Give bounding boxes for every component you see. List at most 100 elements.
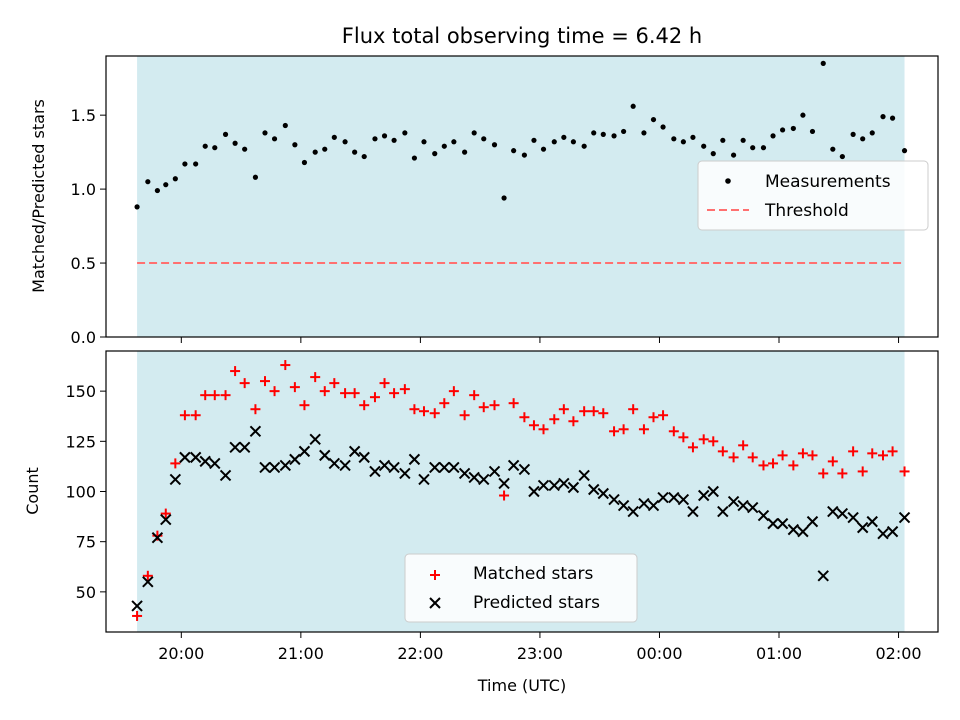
measurement-point (779, 127, 786, 133)
measurement-point (411, 155, 418, 161)
predicted-star-point (189, 451, 202, 464)
y-tick-label: 0.5 (71, 254, 96, 273)
flux-ratio-panel: Flux total observing time = 6.42 h 0.0 0.… (29, 24, 939, 347)
top-axes-frame (105, 55, 939, 338)
predicted-star-point (866, 515, 878, 528)
predicted-star-point (668, 491, 680, 504)
matched-star-point (170, 458, 181, 469)
matched-star-point (200, 390, 211, 401)
matched-star-point (708, 436, 719, 447)
measurement-point (680, 139, 686, 145)
measurement-point (182, 161, 188, 167)
matched-star-point (857, 466, 868, 477)
measurement-point (710, 151, 716, 157)
measurement-point (232, 140, 238, 146)
measurement-point (561, 134, 567, 140)
predicted-star-point (219, 469, 232, 482)
matched-star-point (250, 404, 261, 415)
predicted-star-point (617, 499, 630, 512)
matched-star-point (259, 376, 270, 387)
measurement-point (650, 116, 657, 123)
predicted-star-point (151, 531, 164, 544)
measurement-point (740, 137, 746, 143)
matched-star-point (469, 390, 480, 401)
predicted-star-point (369, 465, 381, 478)
legend-threshold-label: Threshold (764, 201, 849, 221)
y-tick-label: 1.0 (71, 180, 96, 199)
matched-star-point (609, 426, 620, 437)
matched-star-point (768, 458, 779, 469)
predicted-star-point (378, 459, 391, 472)
measurement-point (591, 130, 597, 136)
matched-star-point (738, 440, 749, 451)
predicted-star-point (448, 461, 460, 474)
matched-star-point (459, 410, 470, 421)
matched-star-point (239, 378, 250, 389)
matched-star-point (310, 372, 321, 383)
measurement-point (830, 146, 836, 152)
measurement-point (660, 124, 666, 130)
matched-star-point (269, 386, 280, 397)
matched-star-point (579, 406, 590, 417)
predicted-star-point (179, 451, 191, 464)
matched-star-point (489, 400, 500, 411)
measurement-point (262, 130, 268, 136)
predicted-star-point (877, 527, 889, 540)
matched-star-point (329, 378, 340, 389)
matched-star-point (190, 410, 201, 421)
matched-star-point (867, 448, 878, 459)
legend-matched-marker (430, 570, 440, 580)
matched-star-point (658, 410, 669, 421)
matched-star-point (508, 398, 519, 409)
measurement-point (193, 161, 199, 167)
matched-star-point (717, 446, 728, 457)
predicted-star-point (429, 461, 441, 474)
predicted-star-point (468, 471, 480, 484)
predicted-star-point (438, 461, 451, 474)
y-tick-label: 1.5 (71, 106, 96, 125)
x-tick-label: 02:00 (875, 644, 921, 663)
predicted-star-point (348, 445, 361, 458)
matched-star-point (598, 408, 609, 419)
matched-star-point (499, 490, 510, 501)
matched-star-point (818, 468, 829, 479)
measurement-point (242, 146, 248, 152)
measurement-point (342, 139, 348, 145)
measurement-point (441, 143, 447, 149)
predicted-star-point (806, 515, 819, 528)
predicted-star-point (657, 491, 669, 504)
y-tick-label: 0.0 (71, 328, 96, 347)
measurement-point (301, 159, 308, 166)
predicted-star-point (817, 570, 829, 582)
x-tick-label: 01:00 (756, 644, 802, 663)
predicted-star-point (458, 467, 471, 480)
measurement-point (611, 133, 617, 139)
predicted-star-point (518, 463, 531, 476)
bottom-y-axis-label: Count (23, 467, 42, 515)
measurement-point (145, 179, 151, 185)
predicted-star-point (836, 507, 849, 520)
matched-star-point (179, 410, 190, 421)
x-tick-label: 21:00 (278, 644, 324, 663)
measurement-point (292, 142, 298, 148)
measurement-point (462, 149, 468, 155)
y-tick-label: 125 (65, 432, 96, 451)
predicted-star-point (608, 493, 620, 506)
measurement-point (361, 153, 367, 160)
matched-star-point (359, 400, 370, 411)
measurement-point (271, 136, 278, 142)
measurement-point (720, 137, 726, 143)
measurement-point (402, 130, 408, 136)
measurement-point (600, 131, 606, 137)
predicted-star-point (597, 487, 609, 500)
matched-star-point (349, 388, 360, 399)
measurement-point (869, 130, 875, 136)
predicted-star-point (488, 465, 501, 478)
matched-star-point (668, 426, 679, 437)
matched-star-point (618, 424, 629, 435)
matched-star-point (409, 404, 420, 415)
matched-star-point (788, 460, 799, 471)
x-tick-label: 00:00 (636, 644, 682, 663)
matched-star-point (519, 412, 530, 423)
